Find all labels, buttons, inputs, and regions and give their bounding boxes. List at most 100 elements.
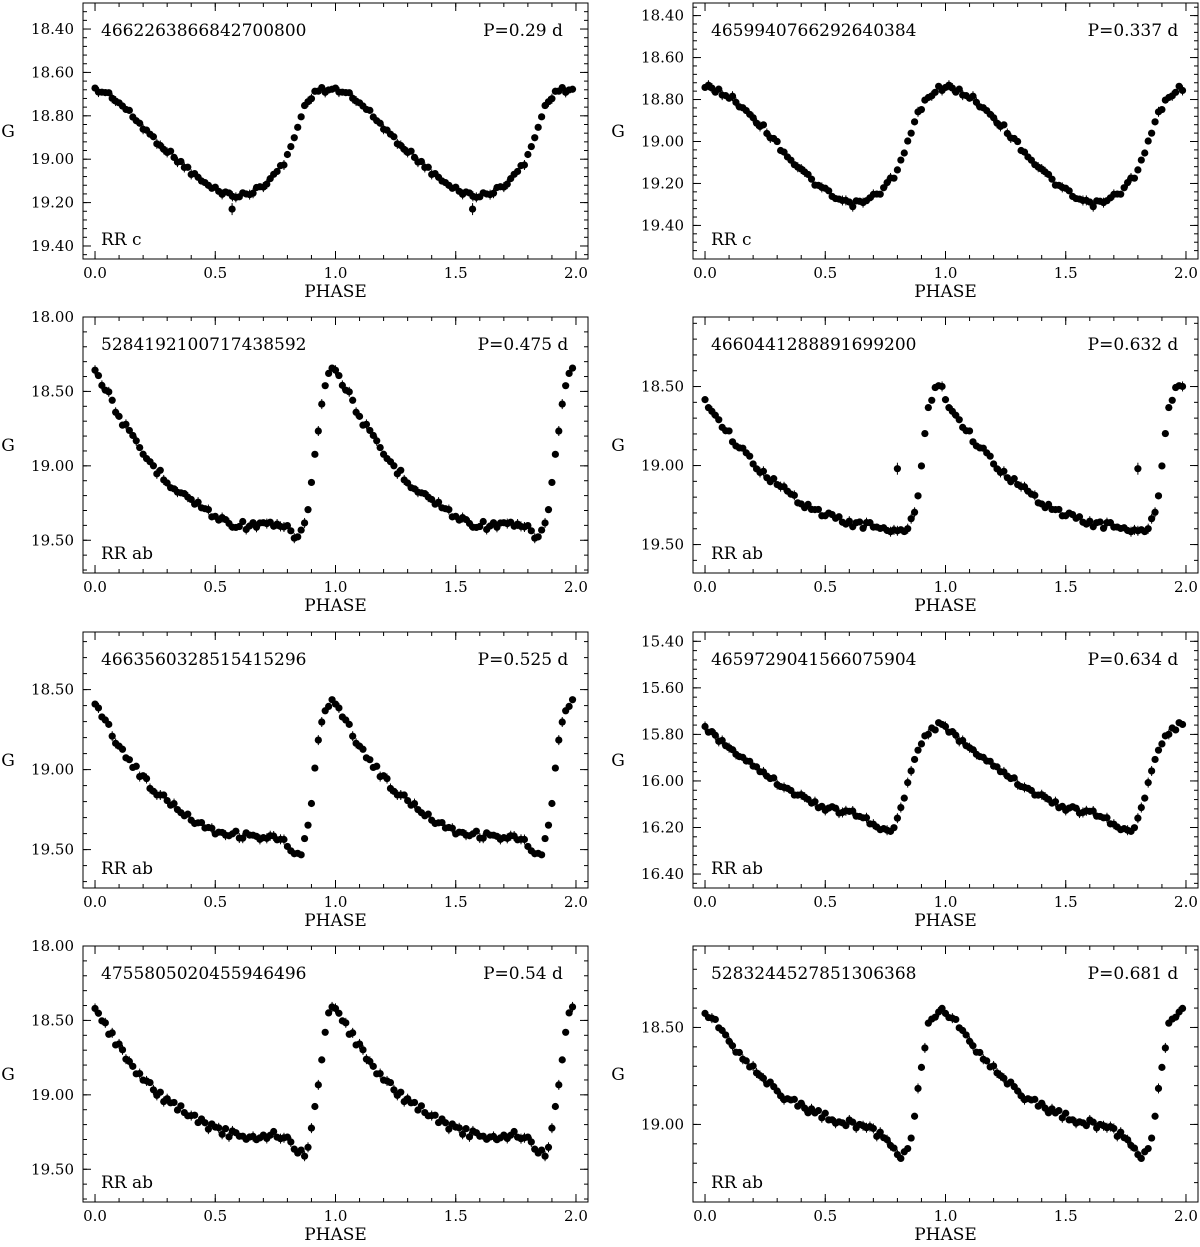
period-label: P=0.475 d xyxy=(478,335,569,355)
data-point xyxy=(390,462,398,470)
x-tick-label: 0.5 xyxy=(203,1207,227,1225)
data-point xyxy=(118,745,127,753)
y-axis-label: G xyxy=(611,1065,625,1085)
data-point xyxy=(986,452,994,460)
data-point xyxy=(568,364,577,372)
data-point xyxy=(397,1088,405,1096)
y-tick-label: 19.50 xyxy=(31,531,74,549)
data-point xyxy=(170,1098,178,1107)
x-tick-label: 0.0 xyxy=(83,578,107,596)
data-point xyxy=(294,533,302,541)
x-tick-label: 0.5 xyxy=(813,1207,837,1225)
data-point xyxy=(1055,505,1063,514)
data-point xyxy=(208,824,216,832)
data-point xyxy=(1151,118,1159,126)
data-point xyxy=(1144,137,1152,145)
plot-frame xyxy=(82,2,589,260)
data-point xyxy=(849,807,857,815)
data-point xyxy=(845,517,853,525)
x-tick-label: 1.0 xyxy=(324,578,348,596)
data-point xyxy=(325,1009,333,1017)
data-point xyxy=(366,426,374,435)
data-point xyxy=(383,774,391,783)
data-point xyxy=(849,1118,857,1126)
x-tick-label: 0.5 xyxy=(813,578,837,596)
data-point xyxy=(314,1081,322,1089)
data-point xyxy=(479,517,487,526)
y-tick-label: 18.40 xyxy=(641,7,684,25)
data-point xyxy=(465,1133,474,1141)
y-tick-label: 18.80 xyxy=(641,91,684,109)
data-point xyxy=(311,450,319,458)
data-point xyxy=(527,527,535,535)
data-point xyxy=(562,382,570,390)
data-point xyxy=(718,736,726,745)
data-point xyxy=(132,762,140,770)
data-point xyxy=(307,1124,316,1132)
y-tick-label: 19.00 xyxy=(31,761,74,779)
data-point xyxy=(520,835,529,844)
data-point xyxy=(897,803,905,812)
variable-class-label: RR ab xyxy=(711,859,763,879)
data-point xyxy=(300,834,309,843)
data-point xyxy=(938,382,946,391)
data-point xyxy=(287,1138,295,1146)
data-point xyxy=(397,466,405,474)
data-point xyxy=(1000,1074,1008,1082)
data-point xyxy=(345,388,353,396)
data-point xyxy=(314,427,322,435)
data-point xyxy=(1010,475,1018,483)
data-point xyxy=(204,505,212,514)
data-point xyxy=(417,1102,425,1110)
star-id-label: 5283244527851306368 xyxy=(711,964,917,984)
period-label: P=0.634 d xyxy=(1088,650,1179,670)
x-tick-label: 0.5 xyxy=(203,578,227,596)
data-point xyxy=(900,794,908,802)
data-point xyxy=(910,508,919,516)
plot-frame xyxy=(82,631,589,889)
period-label: P=0.525 d xyxy=(478,650,569,670)
x-axis-label: PHASE xyxy=(304,1225,367,1245)
data-point xyxy=(749,1062,757,1070)
data-point xyxy=(373,437,381,445)
data-point xyxy=(184,163,192,171)
data-point xyxy=(538,113,546,121)
data-point xyxy=(1178,86,1187,95)
panel-4663560328515415296: 0.0 0.5 1.0 1.5 2.0 18.50 19.00 19.50 PHASE G 4663… xyxy=(1,631,589,931)
data-point xyxy=(555,1081,563,1089)
data-point xyxy=(400,791,408,799)
data-point xyxy=(390,133,398,141)
y-tick-label: 16.40 xyxy=(641,865,684,883)
data-point xyxy=(318,718,326,726)
data-point xyxy=(1117,1128,1125,1136)
light-curve-points xyxy=(701,80,1187,212)
data-point xyxy=(1158,740,1166,748)
data-point xyxy=(534,123,542,131)
data-point xyxy=(544,506,553,514)
data-point xyxy=(1161,1044,1169,1052)
data-point xyxy=(931,88,939,96)
data-point xyxy=(1000,121,1008,129)
data-point xyxy=(1154,1084,1163,1093)
data-point xyxy=(215,1124,223,1132)
data-point xyxy=(125,426,133,435)
x-tick-label: 0.5 xyxy=(813,264,837,282)
data-point xyxy=(941,396,950,404)
light-curve-points xyxy=(91,83,577,216)
data-point xyxy=(1031,491,1039,499)
y-tick-label: 19.00 xyxy=(641,457,684,475)
data-point xyxy=(555,736,563,744)
data-point xyxy=(1082,1121,1090,1130)
data-point xyxy=(938,86,946,95)
data-point xyxy=(280,835,288,844)
data-point xyxy=(328,1003,336,1011)
data-point xyxy=(445,1125,453,1133)
data-point xyxy=(118,1046,127,1054)
data-point xyxy=(917,740,926,748)
data-point xyxy=(914,492,922,500)
y-tick-label: 19.20 xyxy=(641,174,684,192)
data-point xyxy=(770,475,778,483)
data-point xyxy=(1010,774,1018,782)
y-tick-label: 19.00 xyxy=(31,457,74,475)
